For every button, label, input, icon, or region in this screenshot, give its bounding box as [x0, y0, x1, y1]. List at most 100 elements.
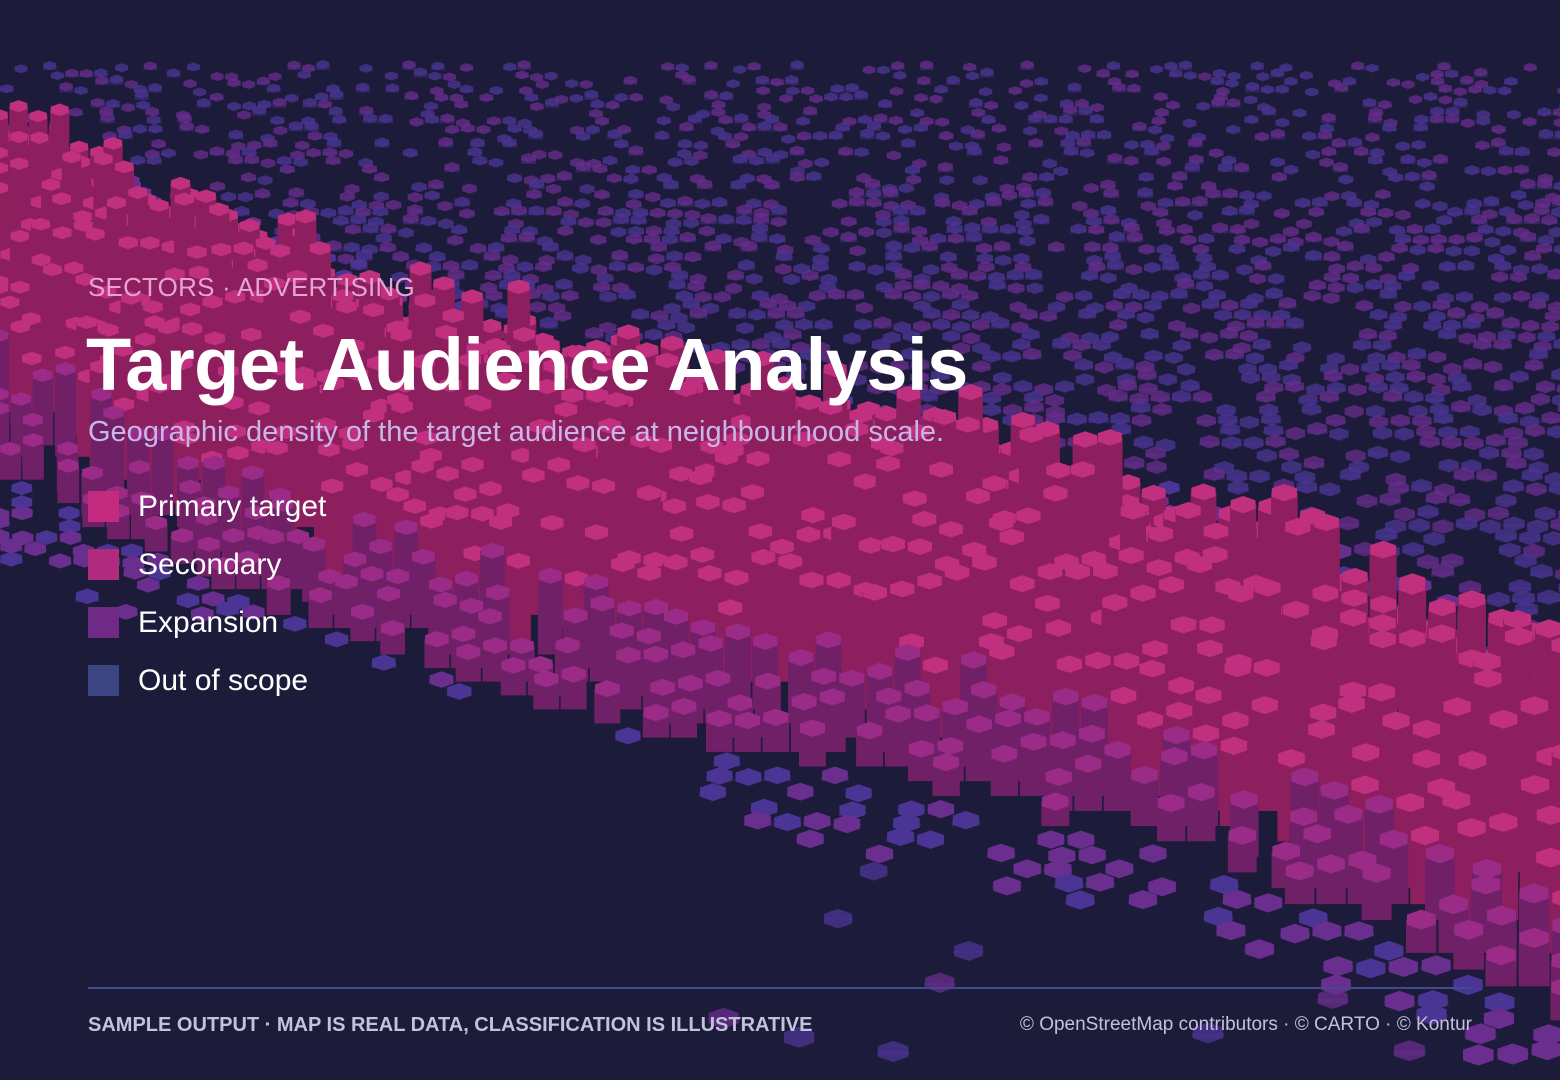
hex-column-top [220, 191, 236, 202]
hex-column-top [988, 271, 1005, 283]
hex-column-top [623, 174, 639, 185]
hex-column-top [870, 361, 889, 375]
hex-column-top [1270, 68, 1284, 77]
hex-column-top [1404, 390, 1424, 404]
hex-column-top [500, 232, 517, 244]
hex-column-top [318, 99, 332, 109]
hex-column-top [814, 157, 829, 168]
hex-column-top [557, 196, 573, 207]
hex-column-top [618, 288, 636, 301]
hex-column-top [1417, 157, 1432, 168]
hex-column-top [1409, 244, 1426, 256]
hex-column-top [631, 308, 649, 321]
hex-column-top [10, 320, 31, 334]
hex-column-top [43, 263, 62, 277]
hex-column-top [607, 129, 622, 139]
hex-column-top [1432, 519, 1454, 534]
hex-column-top [447, 234, 464, 246]
hex-column-top [407, 204, 423, 215]
hex-column-top [106, 99, 120, 109]
hex-column-top [424, 190, 440, 201]
hex-column-top [1536, 380, 1555, 394]
hex-column-top [511, 205, 527, 216]
hex-column-top [1225, 78, 1239, 88]
hex-column-top [240, 218, 260, 233]
hex-column-top [991, 316, 1010, 329]
hex-column-top [1432, 201, 1448, 212]
hex-column-top [272, 97, 287, 107]
hex-column-top [1412, 234, 1429, 246]
hex-column-top [854, 318, 872, 331]
hex-column-top [704, 89, 718, 99]
hex-column-top [1375, 189, 1391, 200]
hex-column-top [1108, 230, 1125, 242]
hex-column-top [503, 269, 521, 281]
hex-column-top [22, 412, 43, 427]
hex-column-top [1416, 72, 1430, 82]
hex-column-top [939, 130, 954, 141]
hex-column-top [642, 164, 657, 175]
hex-column-top [1499, 244, 1516, 256]
hex-column-top [1020, 78, 1034, 88]
hex-column-top [1043, 113, 1058, 124]
hex-column-top [386, 199, 402, 211]
hex-column-top [1390, 449, 1411, 464]
hex-column-top [1390, 414, 1410, 428]
hex-column-top [1034, 76, 1048, 86]
hex-column-top [1464, 165, 1480, 176]
hex-column-top [1307, 421, 1327, 436]
hex-column-top [1344, 405, 1364, 419]
hex-column-top [939, 175, 955, 186]
hex-column-top [1425, 391, 1445, 405]
hex-column-top [107, 196, 126, 210]
hex-column-top [22, 351, 42, 366]
hex-column-top [210, 92, 224, 102]
hex-column-top [1180, 234, 1197, 246]
hex-column-top [1536, 242, 1553, 254]
hex-column-top [546, 183, 561, 195]
hex-column-top [1518, 199, 1534, 211]
hex-column-top [535, 79, 549, 89]
hex-column-top [893, 214, 909, 226]
hex-column-top [942, 330, 961, 343]
hex-column-top [575, 254, 592, 266]
hex-column-top [1265, 287, 1283, 299]
hex-column-top [885, 261, 903, 273]
hex-column-top [923, 290, 940, 303]
hex-column-top [1072, 200, 1088, 212]
hex-column-top [965, 231, 982, 243]
hex-column-top [1494, 291, 1511, 304]
hex-column-top [814, 318, 833, 331]
hex-column-top [1180, 327, 1199, 340]
hex-column-top [725, 139, 740, 149]
hex-column-top [1092, 338, 1111, 352]
hex-column-top [1202, 297, 1220, 310]
hex-column-top [517, 118, 532, 128]
hex-column-top [660, 197, 676, 209]
hex-column-top [1137, 186, 1153, 198]
hex-column-top [735, 214, 752, 226]
hex-column-top [1045, 411, 1065, 425]
hex-column-top [447, 683, 472, 700]
hex-column-top [747, 61, 761, 71]
hex-column-top [1554, 244, 1560, 255]
hex-column-top [1157, 197, 1174, 208]
hex-column-top [677, 148, 692, 159]
hex-column-top [828, 130, 843, 140]
hex-column-top [847, 288, 864, 301]
hex-column-top [50, 71, 64, 81]
hex-column-top [845, 82, 859, 92]
hex-column-top [1300, 70, 1313, 80]
hex-column-top [609, 260, 626, 272]
hex-column-top [1432, 298, 1450, 311]
hex-column-top [1162, 259, 1179, 271]
hex-column-top [68, 107, 83, 117]
hex-column-top [855, 301, 873, 314]
hex-column-top [830, 84, 844, 94]
hex-column-top [1274, 208, 1290, 219]
hex-column-top [1491, 271, 1509, 283]
hex-column-top [667, 157, 683, 168]
hex-column-top [1557, 87, 1560, 94]
hex-column-top [1127, 83, 1141, 93]
hex-column-top [946, 222, 963, 234]
